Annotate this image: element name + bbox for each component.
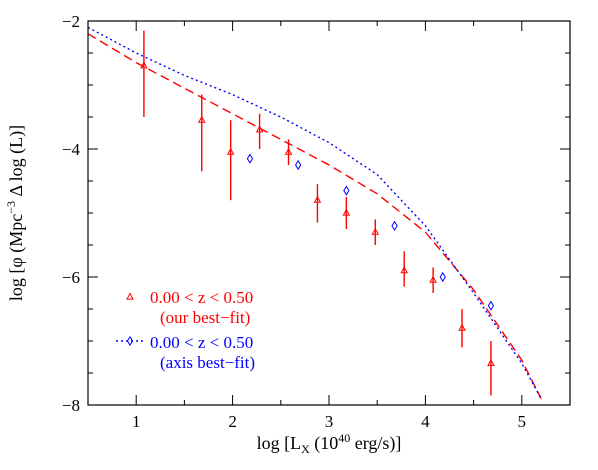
diamond-marker (439, 271, 446, 283)
triangle-marker (487, 358, 495, 366)
diamond-marker (343, 185, 350, 196)
y-tick-label: −4 (62, 140, 81, 159)
legend: 0.00 < z < 0.50(our best−fit)0.00 < z < … (116, 288, 255, 372)
axis-ticks: 1 2 3 4 5 −8 −6 −4 −2 (62, 12, 571, 431)
series-axis-best-fit (246, 153, 495, 311)
diamond-marker (126, 335, 134, 347)
triangle-marker (226, 147, 235, 155)
triangle-marker (313, 195, 322, 203)
y-tick-label: −6 (62, 268, 80, 287)
diamond-marker (295, 159, 302, 171)
x-axis-label: log [LX (1040 erg/s)] (257, 431, 402, 456)
triangle-marker (429, 275, 437, 283)
diamond-marker (487, 300, 495, 311)
our-best-fit-curve (88, 33, 542, 399)
axis-best-fit-curve (88, 26, 542, 399)
legend-sublabel: (axis best−fit) (160, 353, 255, 372)
triangle-marker (255, 125, 264, 133)
triangle-marker (342, 208, 351, 216)
x-tick-label: 3 (325, 412, 334, 431)
diamond-marker (391, 220, 398, 231)
triangle-marker (140, 61, 148, 69)
x-tick-label: 2 (228, 412, 237, 431)
triangle-marker (197, 115, 206, 123)
diamond-marker (246, 153, 254, 164)
legend-sublabel: (our best−fit) (160, 308, 250, 327)
legend-label: 0.00 < z < 0.50 (150, 333, 253, 352)
data-points (140, 30, 495, 396)
triangle-marker (371, 227, 380, 235)
legend-item-axis-best-fit: 0.00 < z < 0.50(axis best−fit) (116, 333, 255, 372)
legend-item-our-best-fit: 0.00 < z < 0.50(our best−fit) (126, 288, 253, 327)
fit-curves (88, 26, 542, 399)
x-tick-label: 4 (421, 412, 430, 431)
triangle-marker (400, 266, 408, 274)
triangle-marker (126, 292, 134, 300)
y-tick-label: −8 (62, 396, 80, 415)
triangle-marker (458, 323, 466, 331)
legend-label: 0.00 < z < 0.50 (150, 288, 253, 307)
x-tick-label: 5 (518, 412, 527, 431)
series-our-best-fit (140, 30, 495, 396)
triangle-marker (284, 147, 293, 155)
y-tick-label: −2 (62, 12, 80, 31)
y-axis-label: log [φ (Mpc−3 Δ log (L)] (4, 125, 27, 301)
x-tick-label: 1 (132, 412, 141, 431)
